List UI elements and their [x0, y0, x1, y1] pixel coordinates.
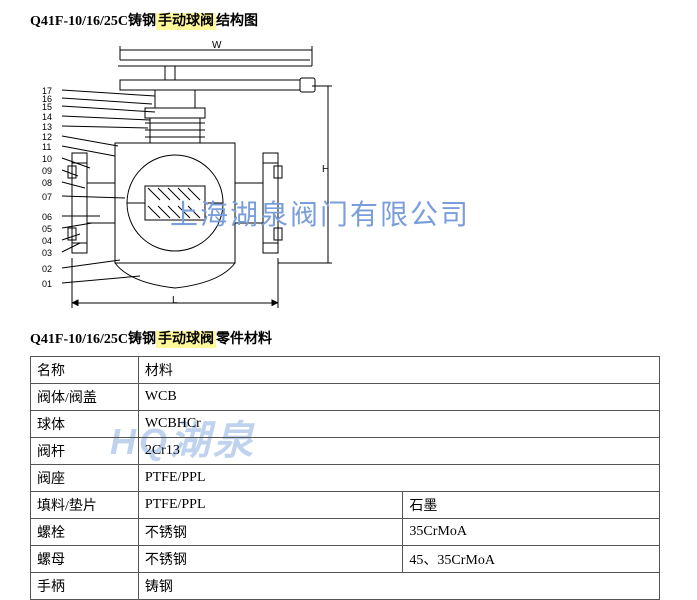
- title-suffix: 结构图: [216, 14, 258, 29]
- cell-name: 手柄: [31, 573, 139, 600]
- cell-name: 阀座: [31, 465, 139, 492]
- part-label-04: 04: [42, 236, 52, 246]
- table-header-row: 名称 材料: [31, 357, 660, 384]
- dim-h: H: [322, 164, 329, 175]
- structure-diagram: 17 16 15 14 13 12 11 10 09 08 07 06 05 0…: [30, 38, 667, 318]
- cell-mat: 不锈钢: [138, 546, 403, 573]
- cell-name: 螺母: [31, 546, 139, 573]
- cell-mat: WCBHCr: [138, 411, 659, 438]
- part-label-03: 03: [42, 248, 52, 258]
- header-material: 材料: [138, 357, 659, 384]
- cell-name: 球体: [31, 411, 139, 438]
- table-row: 手柄 铸钢: [31, 573, 660, 600]
- cell-mat2: 石墨: [403, 492, 660, 519]
- company-watermark: 上海湖泉阀门有限公司: [170, 193, 470, 233]
- dim-l: L: [172, 295, 178, 306]
- part-label-07: 07: [42, 192, 52, 202]
- cell-name: 填料/垫片: [31, 492, 139, 519]
- part-label-09: 09: [42, 166, 52, 176]
- table-row: 阀座 PTFE/PPL: [31, 465, 660, 492]
- cell-mat: WCB: [138, 384, 659, 411]
- table-row: 阀体/阀盖 WCB: [31, 384, 660, 411]
- part-label-10: 10: [42, 154, 52, 164]
- structure-title: Q41F-10/16/25C铸钢手动球阀结构图: [30, 10, 667, 30]
- part-label-11: 11: [42, 142, 51, 152]
- table-row: 填料/垫片 PTFE/PPL 石墨: [31, 492, 660, 519]
- title-prefix: Q41F-10/16/25C铸钢: [30, 14, 156, 29]
- part-label-13: 13: [42, 122, 52, 132]
- part-label-01: 01: [42, 279, 52, 289]
- materials-table: 名称 材料 阀体/阀盖 WCB 球体 WCBHCr 阀杆 2Cr13 阀座 PT…: [30, 356, 660, 600]
- cell-mat: PTFE/PPL: [138, 465, 659, 492]
- valve-diagram-svg: [30, 38, 430, 318]
- cell-name: 阀杆: [31, 438, 139, 465]
- part-label-15: 15: [42, 102, 52, 112]
- cell-mat2: 35CrMoA: [403, 519, 660, 546]
- table-row: 螺栓 不锈钢 35CrMoA: [31, 519, 660, 546]
- dim-w: W: [212, 40, 221, 51]
- cell-mat: 铸钢: [138, 573, 659, 600]
- title2-prefix: Q41F-10/16/25C铸钢: [30, 332, 156, 347]
- part-label-08: 08: [42, 178, 52, 188]
- title2-suffix: 零件材料: [216, 332, 272, 347]
- table-row: 螺母 不锈钢 45、35CrMoA: [31, 546, 660, 573]
- title-highlight: 手动球阀: [156, 13, 216, 30]
- part-label-06: 06: [42, 212, 52, 222]
- materials-title: Q41F-10/16/25C铸钢手动球阀零件材料: [30, 328, 667, 348]
- cell-mat: 不锈钢: [138, 519, 403, 546]
- part-label-12: 12: [42, 132, 52, 142]
- part-label-14: 14: [42, 112, 52, 122]
- header-name: 名称: [31, 357, 139, 384]
- cell-mat2: 45、35CrMoA: [403, 546, 660, 573]
- cell-name: 阀体/阀盖: [31, 384, 139, 411]
- part-label-05: 05: [42, 224, 52, 234]
- cell-mat: PTFE/PPL: [138, 492, 403, 519]
- part-label-02: 02: [42, 264, 52, 274]
- table-row: 球体 WCBHCr: [31, 411, 660, 438]
- cell-mat: 2Cr13: [138, 438, 659, 465]
- cell-name: 螺栓: [31, 519, 139, 546]
- table-row: 阀杆 2Cr13: [31, 438, 660, 465]
- title2-highlight: 手动球阀: [156, 331, 216, 348]
